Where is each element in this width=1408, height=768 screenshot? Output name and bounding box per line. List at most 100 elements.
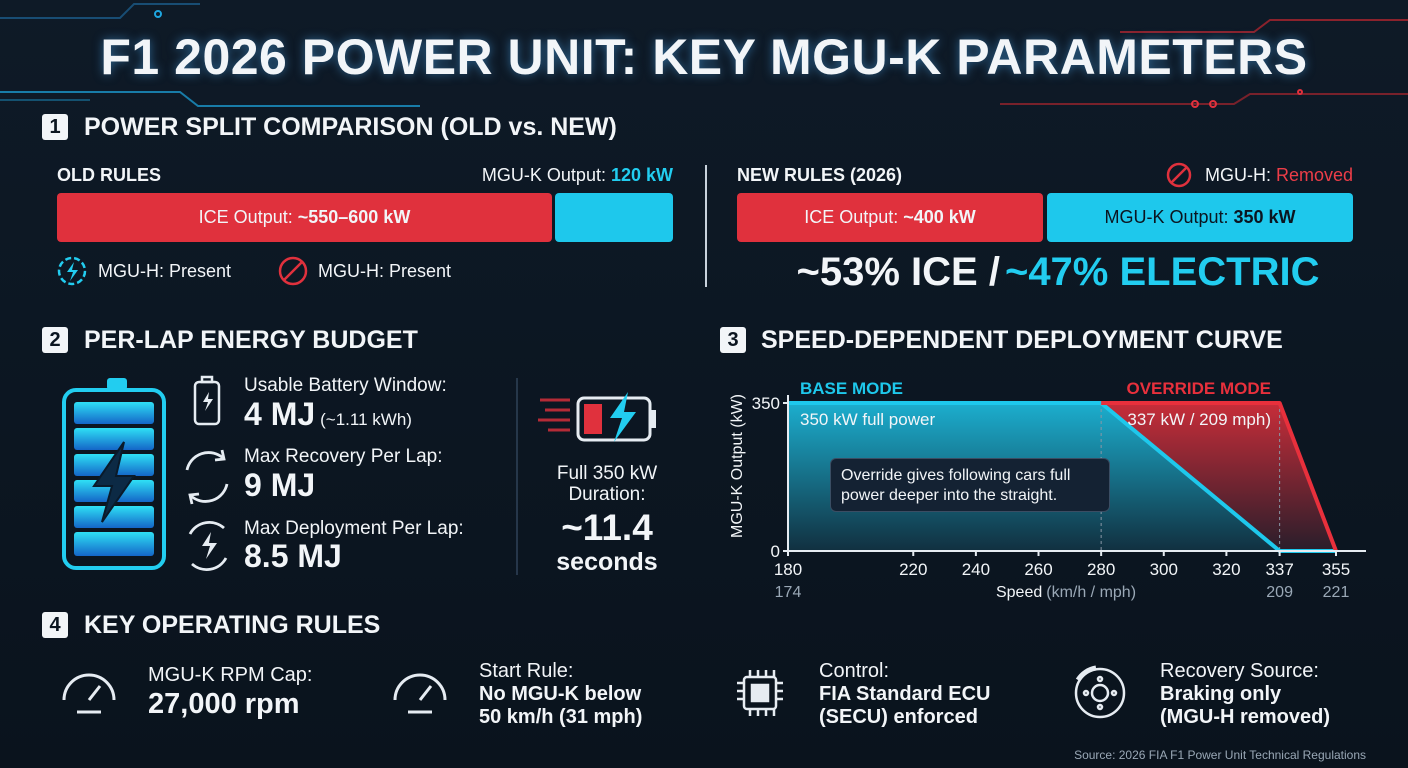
rule-card-text: Start Rule: No MGU-K below 50 km/h (31 mph… [373, 650, 693, 736]
y-tick-label: 0 [771, 542, 780, 561]
small-battery-icon [193, 375, 221, 426]
duration-label: Full 350 kW [556, 463, 658, 484]
gauge-icon [62, 673, 116, 714]
item-label: Max Deployment Per Lap: [244, 518, 464, 539]
mgu-h-status: MGU-H: Present [98, 261, 232, 281]
rule-line: FIA Standard ECU [819, 683, 991, 705]
value: ~400 kW [903, 207, 976, 227]
old-rules-label: OLD RULES [57, 165, 162, 185]
x-tick-label: 355 [1322, 560, 1350, 579]
new-mgu-h: MGU-H: Removed [1205, 165, 1353, 186]
source-note: Source: 2026 FIA F1 Power Unit Technical… [1074, 748, 1366, 762]
section-number: 4 [42, 612, 68, 638]
rule-label: Control: [819, 660, 890, 682]
note: (~1.11 kWh) [320, 410, 412, 429]
rule-label: Start Rule: [479, 660, 574, 682]
x-tick-label: 300 [1150, 560, 1178, 579]
x-label-main: Speed [996, 584, 1042, 601]
duration-unit: seconds [556, 548, 658, 576]
mph-tick-label: 209 [1266, 584, 1293, 601]
y-axis-label: MGU-K Output (kW) [729, 394, 746, 538]
rule-card-text: MGU-K RPM Cap: 27,000 rpm [42, 650, 353, 736]
mph-tick-label: 221 [1323, 584, 1350, 601]
x-label-units: (km/h / mph) [1046, 584, 1136, 601]
section-heading: POWER SPLIT COMPARISON (OLD vs. NEW) [84, 113, 617, 141]
mgu-h-status: MGU-H: Present [318, 261, 452, 281]
brake-icon [1074, 665, 1126, 719]
chart-title: SPEED-DEPENDENT DEPLOYMENT CURVE [761, 326, 1283, 354]
value: 350 kW [1233, 207, 1296, 227]
ban-icon [1166, 162, 1192, 188]
mgu-k-bar [555, 193, 673, 242]
page-title: F1 2026 POWER UNIT: KEY MGU-K PARAMETERS [100, 29, 1308, 85]
x-tick-label: 260 [1024, 560, 1052, 579]
rule-label: Recovery Source: [1160, 660, 1319, 682]
x-tick-label: 240 [962, 560, 990, 579]
mgu-h-present-icon [57, 256, 87, 286]
label: MGU-K Output: [1104, 207, 1229, 227]
rule-line: Braking only [1160, 683, 1282, 705]
legend-label: BASE MODE [800, 379, 903, 398]
label: ICE Output: [198, 207, 293, 227]
rule-line: (SECU) enforced [819, 706, 978, 728]
annotation: 337 kW / 209 mph) [1127, 410, 1271, 429]
section-heading: PER-LAP ENERGY BUDGET [84, 326, 418, 354]
mph-tick-label: 174 [775, 584, 802, 601]
mgu-k-bar: MGU-K Output: 350 kW [1047, 193, 1353, 242]
battery-icon [62, 378, 166, 570]
charging-icon [538, 392, 656, 442]
x-axis-label: Speed (km/h / mph) [996, 584, 1136, 601]
label: MGU-K Output: [481, 165, 606, 185]
item-value: 4 MJ (~1.11 kWh) [244, 396, 412, 433]
section-number: 3 [720, 327, 746, 353]
rule-label: MGU-K RPM Cap: [148, 664, 313, 686]
deployment-icon [188, 521, 228, 571]
rule-line: 50 km/h (31 mph) [479, 706, 643, 728]
value: ~550–600 kW [297, 207, 411, 227]
value: Removed [1275, 165, 1353, 185]
power-share: ~53% ICE / ~47% ELECTRIC [737, 250, 1379, 295]
section-number: 1 [42, 114, 68, 140]
x-tick-label: 320 [1212, 560, 1240, 579]
ice-bar: ICE Output: ~400 kW [737, 193, 1043, 242]
annotation-box: Override gives following cars full power… [830, 458, 1110, 512]
old-mgu-k: MGU-K Output: 120 kW [482, 165, 673, 186]
ban-icon [278, 256, 308, 286]
legend-label: OVERRIDE MODE [1126, 379, 1271, 398]
rule-card-text: Control: FIA Standard ECU (SECU) enforced [713, 650, 1033, 736]
ice-bar: ICE Output: ~550–600 kW [57, 193, 552, 242]
value: 120 kW [610, 165, 673, 185]
x-tick-label: 220 [899, 560, 927, 579]
electric-share: ~47% ELECTRIC [1004, 250, 1320, 294]
x-tick-label: 280 [1087, 560, 1115, 579]
rule-card-text: Recovery Source: Braking only (MGU-H remov… [1054, 650, 1365, 736]
chip-icon [737, 670, 783, 716]
item-value: 8.5 MJ [244, 538, 342, 574]
y-tick-label: 350 [752, 394, 780, 413]
line [1101, 401, 1338, 552]
rule-line: (MGU-H removed) [1160, 706, 1331, 728]
recovery-icon [185, 449, 229, 505]
value: 4 MJ [244, 396, 316, 432]
circuit-decoration [0, 3, 1408, 108]
annotation: 350 kW full power [800, 410, 935, 429]
new-rules-label: NEW RULES (2026) [737, 165, 903, 185]
duration-value: ~11.4 [561, 507, 653, 548]
rule-value: 27,000 rpm [148, 688, 300, 720]
item-label: Usable Battery Window: [244, 375, 447, 396]
ice-share: ~53% ICE / [796, 250, 1000, 294]
item-value: 9 MJ [244, 467, 316, 503]
gauge-icon [393, 673, 447, 714]
rule-line: No MGU-K below [479, 683, 642, 705]
label: ICE Output: [804, 207, 899, 227]
item-label: Max Recovery Per Lap: [244, 446, 443, 467]
x-tick-label: 180 [774, 560, 802, 579]
label: MGU-H: [1204, 165, 1271, 185]
x-tick-label: 337 [1265, 560, 1293, 579]
section-heading: KEY OPERATING RULES [84, 611, 381, 639]
section-number: 2 [42, 327, 68, 353]
